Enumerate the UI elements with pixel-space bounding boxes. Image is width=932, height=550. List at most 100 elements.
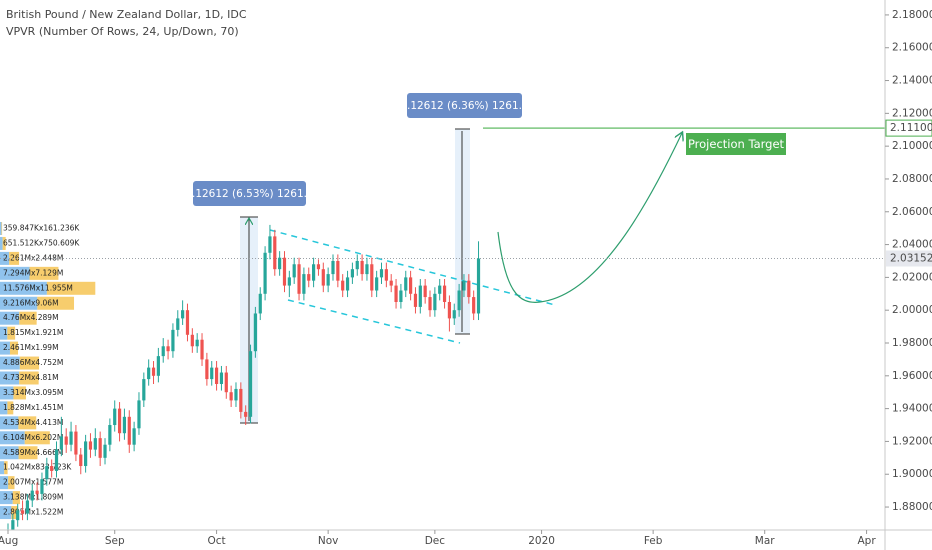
vpvr-down-bar bbox=[9, 341, 19, 355]
candle-body bbox=[210, 367, 214, 380]
candle-body bbox=[248, 351, 253, 417]
candle-body bbox=[200, 339, 204, 360]
candle-body bbox=[292, 264, 296, 278]
y-tick-label: 1.90000 bbox=[892, 468, 932, 480]
candle-body bbox=[142, 379, 146, 401]
candle-body bbox=[311, 264, 316, 281]
axes: 2.18000 2.16000 2.14000 2.12000 2.10000 2.080… bbox=[0, 9, 932, 547]
y-tick-label: 1.88000 bbox=[892, 501, 932, 513]
candle-body bbox=[438, 285, 442, 294]
candle-body bbox=[20, 510, 25, 514]
x-tick-label: Dec bbox=[425, 535, 446, 547]
vpvr-down-bar bbox=[29, 266, 59, 280]
candle-body bbox=[84, 441, 88, 467]
candle-body bbox=[229, 392, 233, 401]
x-tick-label: Oct bbox=[208, 535, 226, 547]
vpvr-label: 4.589Mx4.666M bbox=[3, 448, 63, 457]
vpvr-label: 359.847Kx161.236K bbox=[3, 224, 80, 233]
candle-body bbox=[467, 280, 471, 298]
candle-body bbox=[423, 285, 427, 298]
vpvr-label: 1.828Mx1.451M bbox=[3, 403, 63, 412]
y-tick-label: 2.02000 bbox=[892, 271, 932, 283]
vpvr-up-bar bbox=[0, 431, 25, 445]
y-tick-label: 2.08000 bbox=[892, 173, 932, 185]
y-tick-label: 2.00000 bbox=[892, 304, 932, 316]
candle-body bbox=[476, 258, 481, 314]
trend-line bbox=[287, 299, 461, 344]
y-tick-label: 1.92000 bbox=[892, 435, 932, 447]
candle-body bbox=[25, 500, 30, 514]
x-tick-label: Mar bbox=[755, 535, 775, 547]
vpvr-down-bar bbox=[1, 222, 3, 235]
candle-body bbox=[287, 277, 291, 286]
measure-label-box bbox=[407, 93, 522, 118]
vpvr-down-bar bbox=[19, 311, 37, 325]
x-tick-label: 2020 bbox=[528, 535, 555, 547]
candle-body bbox=[345, 277, 350, 291]
vpvr-label: 4.886Mx4.752M bbox=[3, 358, 63, 367]
candle-body bbox=[64, 436, 68, 445]
candle-body bbox=[234, 388, 238, 401]
candle-body bbox=[127, 416, 131, 445]
candle-body bbox=[273, 236, 277, 270]
candle-body bbox=[258, 293, 262, 314]
candle-body bbox=[365, 264, 369, 275]
vpvr-up-bar bbox=[0, 222, 2, 235]
candle-body bbox=[74, 431, 78, 455]
candle-body bbox=[108, 425, 112, 445]
candle-body bbox=[447, 301, 452, 319]
candle-body bbox=[341, 280, 345, 291]
candle-body bbox=[69, 431, 73, 445]
vpvr-label: 2.805Mx1.522M bbox=[3, 508, 63, 517]
candle-body bbox=[268, 236, 272, 253]
vpvr-down-bar bbox=[24, 431, 50, 445]
candle-body bbox=[113, 408, 117, 426]
vpvr-up-bar bbox=[0, 326, 8, 340]
vpvr-down-bar bbox=[2, 236, 6, 250]
candle-body bbox=[219, 372, 224, 385]
candle-body bbox=[336, 260, 340, 281]
candle-body bbox=[93, 438, 97, 450]
vpvr-up-bar bbox=[0, 296, 38, 310]
y-tick-label: 2.16000 bbox=[892, 42, 932, 54]
candle-body bbox=[171, 329, 175, 352]
vpvr-up-bar bbox=[0, 461, 5, 475]
vpvr-down-bar bbox=[7, 401, 14, 415]
candle-body bbox=[190, 334, 194, 347]
vpvr-up-bar bbox=[0, 281, 47, 295]
candle-body bbox=[360, 260, 364, 275]
y-tick-label: 2.06000 bbox=[892, 206, 932, 218]
candle-body bbox=[297, 264, 301, 294]
candle-body bbox=[244, 411, 248, 417]
y-tick-label: 2.14000 bbox=[892, 75, 932, 87]
candle-body bbox=[205, 359, 209, 380]
candle-body bbox=[195, 339, 199, 347]
vpvr-up-bar bbox=[0, 371, 20, 385]
candle-body bbox=[161, 346, 165, 357]
vpvr-up-bar bbox=[0, 356, 20, 370]
x-tick-label: Sep bbox=[105, 535, 125, 547]
candle-body bbox=[156, 356, 160, 376]
candle-body bbox=[45, 466, 49, 480]
candle-body bbox=[50, 466, 54, 471]
candle-body bbox=[452, 310, 456, 319]
projection-label: Projection Target bbox=[688, 137, 785, 151]
measure-label-box bbox=[193, 181, 306, 206]
candle-body bbox=[88, 441, 93, 450]
y-tick-label: 1.96000 bbox=[892, 370, 932, 382]
candle-body bbox=[379, 269, 384, 278]
candle-body bbox=[263, 252, 267, 294]
vpvr-label: 4.76Mx4.289M bbox=[3, 313, 59, 322]
candle-body bbox=[54, 449, 59, 471]
vpvr-down-bar bbox=[9, 251, 20, 265]
vpvr-down-bar bbox=[18, 446, 38, 460]
y-tick-label: 1.94000 bbox=[892, 403, 932, 415]
vpvr-down-bar bbox=[37, 296, 75, 310]
y-tick-label: 1.98000 bbox=[892, 337, 932, 349]
candle-body bbox=[98, 438, 102, 458]
candle-body bbox=[326, 274, 330, 286]
candle-body bbox=[132, 428, 136, 445]
candle-body bbox=[413, 293, 418, 307]
current-price-tag bbox=[886, 250, 932, 267]
x-tick-label: Aug bbox=[0, 535, 18, 547]
